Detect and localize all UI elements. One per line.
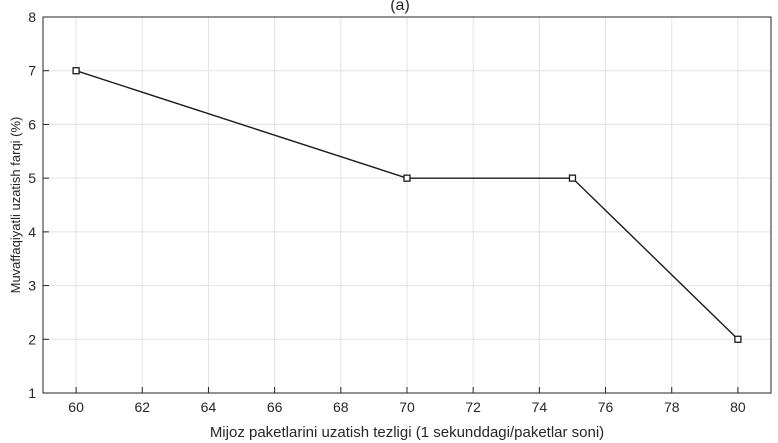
data-point-marker (734, 335, 742, 343)
data-point-marker (403, 174, 411, 182)
x-tick-label: 66 (267, 399, 283, 415)
y-tick-label: 7 (28, 63, 36, 79)
series-line (75, 70, 739, 340)
x-tick-label: 62 (134, 399, 150, 415)
x-tick-label: 64 (201, 399, 217, 415)
x-tick-labels: 60 62 64 66 68 70 72 74 76 78 80 (68, 387, 746, 415)
y-tick-labels: 1 2 3 4 5 6 7 8 (28, 9, 49, 401)
y-tick-label: 8 (28, 9, 36, 25)
data-point-marker (72, 67, 80, 75)
x-tick-label: 80 (730, 399, 746, 415)
x-tick-label: 74 (532, 399, 548, 415)
y-tick-label: 6 (28, 116, 36, 132)
x-tick-label: 76 (598, 399, 614, 415)
series-group (72, 67, 742, 343)
x-tick-label: 70 (399, 399, 415, 415)
chart-title: (a) (390, 0, 410, 14)
data-point-marker (568, 174, 577, 182)
y-tick-label: 2 (28, 331, 36, 347)
x-tick-label: 78 (664, 399, 680, 415)
grid-lines (43, 16, 771, 394)
y-tick-label: 3 (28, 278, 36, 294)
y-tick-label: 4 (28, 224, 36, 240)
y-tick-label: 1 (28, 385, 36, 401)
x-tick-label: 72 (465, 399, 481, 415)
x-axis-label: Mijoz paketlarini uzatish tezligi (1 sek… (210, 424, 604, 441)
y-tick-label: 5 (28, 170, 36, 186)
x-tick-label: 60 (68, 399, 84, 415)
y-axis-label: Muvaffaqiyatli uzatish farqi (%) (8, 117, 23, 294)
x-tick-label: 68 (333, 399, 349, 415)
